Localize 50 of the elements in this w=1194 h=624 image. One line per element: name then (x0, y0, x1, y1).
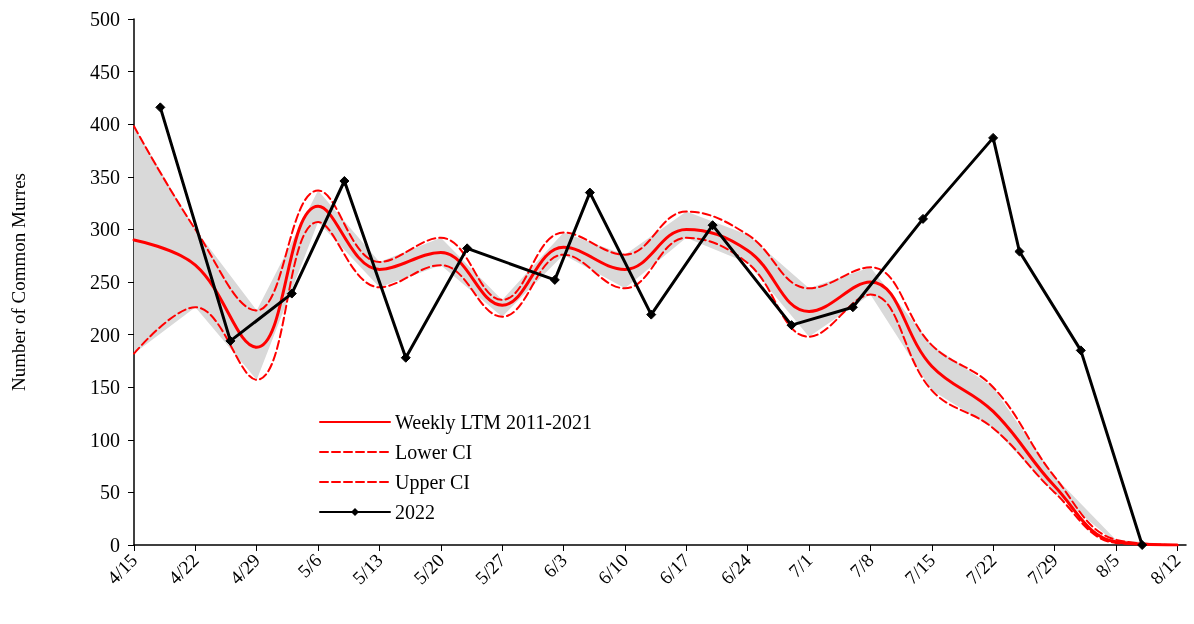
point (339, 176, 350, 187)
point (786, 320, 797, 331)
x-tick-label: 6/3 (538, 549, 571, 582)
x-tick-label: 4/22 (164, 549, 203, 589)
legend-label: Upper CI (395, 471, 470, 494)
point (584, 187, 595, 198)
point (918, 213, 928, 224)
point (646, 309, 657, 320)
y-tick-label: 300 (90, 218, 120, 241)
point (1014, 246, 1025, 257)
point (549, 274, 560, 285)
point (225, 335, 236, 346)
legend-label: 2022 (395, 501, 435, 523)
x-tick-label: 5/13 (348, 549, 387, 589)
point (988, 132, 999, 143)
x-tick-label: 6/24 (716, 549, 756, 589)
point (1137, 540, 1148, 550)
x-tick-label: 6/10 (593, 549, 633, 589)
x-tick-label: 7/1 (784, 549, 817, 582)
y-tick-label: 350 (90, 165, 120, 188)
y-tick-label: 50 (100, 481, 120, 504)
x-tick-label: 6/17 (655, 549, 694, 589)
x-tick-label: 5/6 (293, 549, 326, 582)
x-tick-label: 4/29 (225, 549, 265, 589)
y-tick-label: 200 (90, 323, 120, 346)
legend-label: Weekly LTM 2011-2021 (395, 411, 592, 434)
y-tick-label: 250 (90, 271, 120, 293)
y-tick-label: 500 (90, 8, 120, 30)
point (462, 243, 473, 254)
y-tick-label: 450 (90, 60, 120, 83)
x-tick-label: 8/5 (1091, 549, 1124, 582)
legend-label: Lower CI (395, 441, 473, 463)
y-axis-title: Number of Common Murres (8, 173, 29, 391)
point (286, 288, 297, 299)
x-tick-label: 5/27 (470, 549, 510, 589)
y-tick-label: 400 (90, 113, 120, 136)
point (847, 302, 858, 313)
x-tick-label: 8/12 (1145, 549, 1185, 589)
point (1075, 345, 1086, 356)
point (155, 102, 166, 113)
y-tick-label: 0 (110, 534, 120, 556)
point (707, 220, 718, 231)
x-tick-label: 7/8 (845, 549, 878, 582)
x-tick-label: 7/29 (1023, 549, 1062, 589)
y-tick-label: 150 (90, 376, 120, 399)
x-tick-label: 7/15 (900, 549, 940, 589)
x-tick-label: 7/22 (961, 549, 1001, 589)
x-tick-label: 5/20 (409, 549, 449, 589)
y-tick-label: 100 (90, 428, 120, 451)
point (400, 352, 411, 363)
